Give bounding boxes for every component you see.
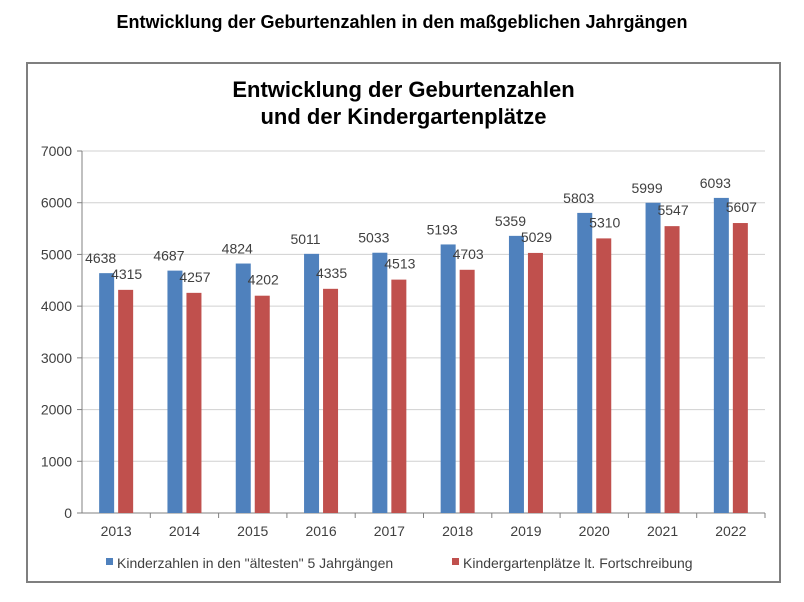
bar-kindergartenplaetze	[323, 288, 339, 513]
x-tick-label: 2022	[715, 523, 746, 539]
data-label-kindergartenplaetze: 4513	[384, 256, 415, 272]
x-tick-label: 2013	[101, 523, 132, 539]
legend-label-kindergartenplaetze: Kindergartenplätze lt. Fortschreibung	[463, 555, 693, 571]
data-label-kinderzahlen: 4687	[153, 248, 184, 264]
y-tick-label: 5000	[41, 246, 72, 262]
data-label-kindergartenplaetze: 4335	[316, 265, 347, 281]
x-tick-label: 2019	[510, 523, 541, 539]
bar-kindergartenplaetze	[254, 295, 270, 513]
chart-title: Entwicklung der Geburtenzahlen und der K…	[26, 76, 781, 130]
data-label-kindergartenplaetze: 4202	[248, 272, 279, 288]
bar-kinderzahlen	[713, 197, 729, 514]
x-tick-label: 2014	[169, 523, 200, 539]
bar-kindergartenplaetze	[732, 223, 748, 513]
bar-kinderzahlen	[167, 270, 183, 513]
legend-swatch-kinderzahlen	[106, 558, 113, 565]
data-label-kinderzahlen: 6093	[700, 175, 731, 191]
y-tick-label: 4000	[41, 298, 72, 314]
data-label-kinderzahlen: 4638	[85, 250, 116, 266]
x-tick-label: 2016	[305, 523, 336, 539]
bar-kindergartenplaetze	[118, 289, 134, 513]
x-tick-label: 2018	[442, 523, 473, 539]
legend-label-kinderzahlen: Kinderzahlen in den "ältesten" 5 Jahrgän…	[117, 555, 393, 571]
data-label-kinderzahlen: 5359	[495, 213, 526, 229]
bar-kinderzahlen	[99, 273, 115, 513]
data-label-kinderzahlen: 5033	[358, 230, 389, 246]
bar-kinderzahlen	[508, 235, 524, 513]
bar-kindergartenplaetze	[391, 279, 407, 513]
bar-kinderzahlen	[372, 252, 388, 514]
page-title: Entwicklung der Geburtenzahlen in den ma…	[116, 12, 688, 32]
data-label-kindergartenplaetze: 4257	[179, 269, 210, 285]
bar-kinderzahlen	[577, 212, 593, 514]
data-label-kinderzahlen: 5193	[427, 221, 458, 237]
y-tick-label: 1000	[41, 453, 72, 469]
y-tick-label: 0	[64, 505, 72, 521]
data-label-kindergartenplaetze: 5310	[589, 214, 620, 230]
x-tick-label: 2015	[237, 523, 268, 539]
y-tick-label: 6000	[41, 195, 72, 211]
data-label-kindergartenplaetze: 4703	[453, 246, 484, 262]
bar-kinderzahlen	[235, 263, 251, 513]
bar-kindergartenplaetze	[527, 252, 543, 513]
y-tick-label: 3000	[41, 350, 72, 366]
data-label-kindergartenplaetze: 5547	[657, 202, 688, 218]
bar-kinderzahlen	[645, 202, 661, 514]
bar-kindergartenplaetze	[186, 292, 202, 513]
bar-kinderzahlen	[304, 253, 320, 513]
chart-title-line-1: Entwicklung der Geburtenzahlen	[232, 77, 575, 102]
bar-kindergartenplaetze	[596, 238, 612, 513]
data-label-kinderzahlen: 5803	[563, 190, 594, 206]
data-label-kindergartenplaetze: 4315	[111, 266, 142, 282]
x-tick-label: 2020	[579, 523, 610, 539]
bar-kinderzahlen	[440, 244, 456, 514]
legend-swatch-kindergartenplaetze	[452, 558, 459, 565]
chart-title-line-2: und der Kindergartenplätze	[260, 104, 547, 129]
data-label-kindergartenplaetze: 5607	[726, 199, 757, 215]
data-label-kindergartenplaetze: 5029	[521, 229, 552, 245]
data-label-kinderzahlen: 5011	[290, 231, 320, 247]
y-tick-label: 7000	[41, 143, 72, 159]
bar-kindergartenplaetze	[664, 226, 680, 513]
bar-kindergartenplaetze	[459, 269, 475, 513]
y-tick-label: 2000	[41, 402, 72, 418]
x-tick-label: 2017	[374, 523, 405, 539]
x-tick-label: 2021	[647, 523, 678, 539]
data-label-kinderzahlen: 5999	[631, 180, 662, 196]
data-label-kinderzahlen: 4824	[222, 241, 253, 257]
